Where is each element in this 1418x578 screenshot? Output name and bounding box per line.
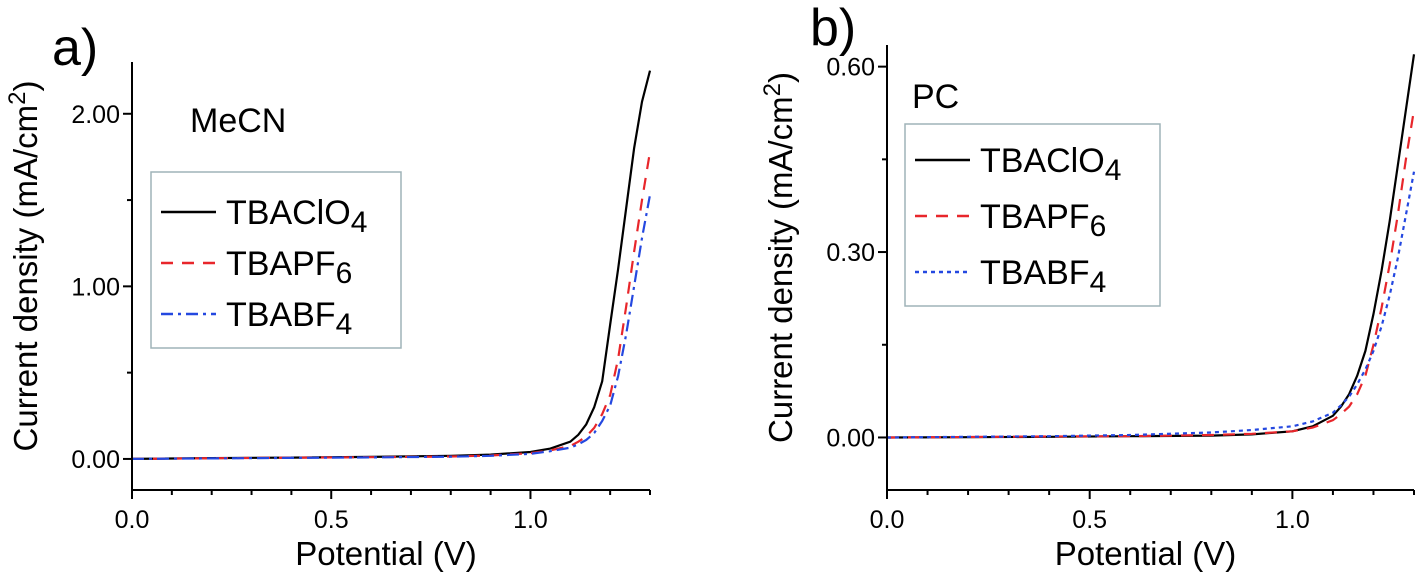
legend-label: TBAPF6 — [980, 198, 1106, 243]
legend-label-subscript: 6 — [1090, 210, 1107, 243]
legend-label-subscript: 4 — [1090, 266, 1107, 299]
legend-label: TBABF4 — [226, 296, 352, 341]
y-axis-title-close: ) — [762, 72, 799, 83]
x-tick-label: 1.0 — [513, 506, 548, 534]
panel-a: 0.0 0.5 1.0 0.00 1.00 2.00 Potential (V) Curren… — [4, 19, 652, 572]
y-axis-title: Current density (mA/cm2) — [4, 81, 44, 452]
series-line-2 — [886, 171, 1416, 439]
y-axis-title-main: Current density (mA/cm — [7, 105, 44, 452]
y-tick-label: 0.00 — [826, 424, 875, 452]
x-axis-title: Potential (V) — [1055, 535, 1237, 572]
solvent-annotation: PC — [912, 78, 959, 116]
series-group — [886, 54, 1416, 439]
x-tick-label: 0.0 — [115, 506, 150, 534]
x-tick-label: 0.5 — [1072, 506, 1107, 534]
solvent-annotation: MeCN — [190, 102, 286, 140]
legend-box — [904, 123, 1161, 307]
x-tick-label: 0.5 — [314, 506, 349, 534]
y-tick-label: 2.00 — [71, 101, 120, 129]
legend-label-main: TBAPF — [226, 245, 336, 283]
series-group — [131, 70, 652, 460]
y-tick-label: 1.00 — [71, 273, 120, 301]
x-axis-title: Potential (V) — [295, 535, 477, 572]
panel-label: a) — [52, 19, 98, 77]
legend-label-subscript: 4 — [336, 308, 353, 341]
legend-label-main: TBABF — [980, 254, 1090, 292]
legend-label-main: TBAClO — [980, 142, 1105, 180]
y-axis-title-superscript: 2 — [759, 83, 786, 96]
panel-b: 0.0 0.5 1.0 0.00 0.30 0.60 Potential (V) Curren… — [759, 0, 1416, 572]
y-tick-label: 0.00 — [71, 446, 120, 474]
legend-label-subscript: 4 — [1105, 154, 1122, 187]
legend-label-main: TBABF — [226, 296, 336, 334]
legend-box — [150, 171, 402, 349]
legend-label: TBAClO4 — [980, 142, 1121, 187]
legend-label-subscript: 6 — [336, 257, 353, 290]
x-tick-label: 1.0 — [1275, 506, 1310, 534]
series-line-1 — [886, 109, 1416, 439]
legend-label: TBABF4 — [980, 254, 1106, 299]
legend-label-main: TBAClO — [226, 194, 351, 232]
y-axis-title-superscript: 2 — [4, 92, 31, 105]
legend-label: TBAPF6 — [226, 245, 352, 290]
y-tick-label: 0.60 — [826, 54, 875, 82]
panel-label: b) — [810, 0, 856, 57]
y-axis-title: Current density (mA/cm2) — [759, 72, 799, 443]
y-axis-title-close: ) — [7, 81, 44, 92]
legend-label-subscript: 4 — [351, 206, 368, 239]
y-axis-title-main: Current density (mA/cm — [762, 96, 799, 443]
legend-label: TBAClO4 — [226, 194, 367, 239]
x-tick-label: 0.0 — [870, 506, 905, 534]
y-tick-label: 0.30 — [826, 239, 875, 267]
legend-label-main: TBAPF — [980, 198, 1090, 236]
series-line-1 — [131, 151, 652, 460]
